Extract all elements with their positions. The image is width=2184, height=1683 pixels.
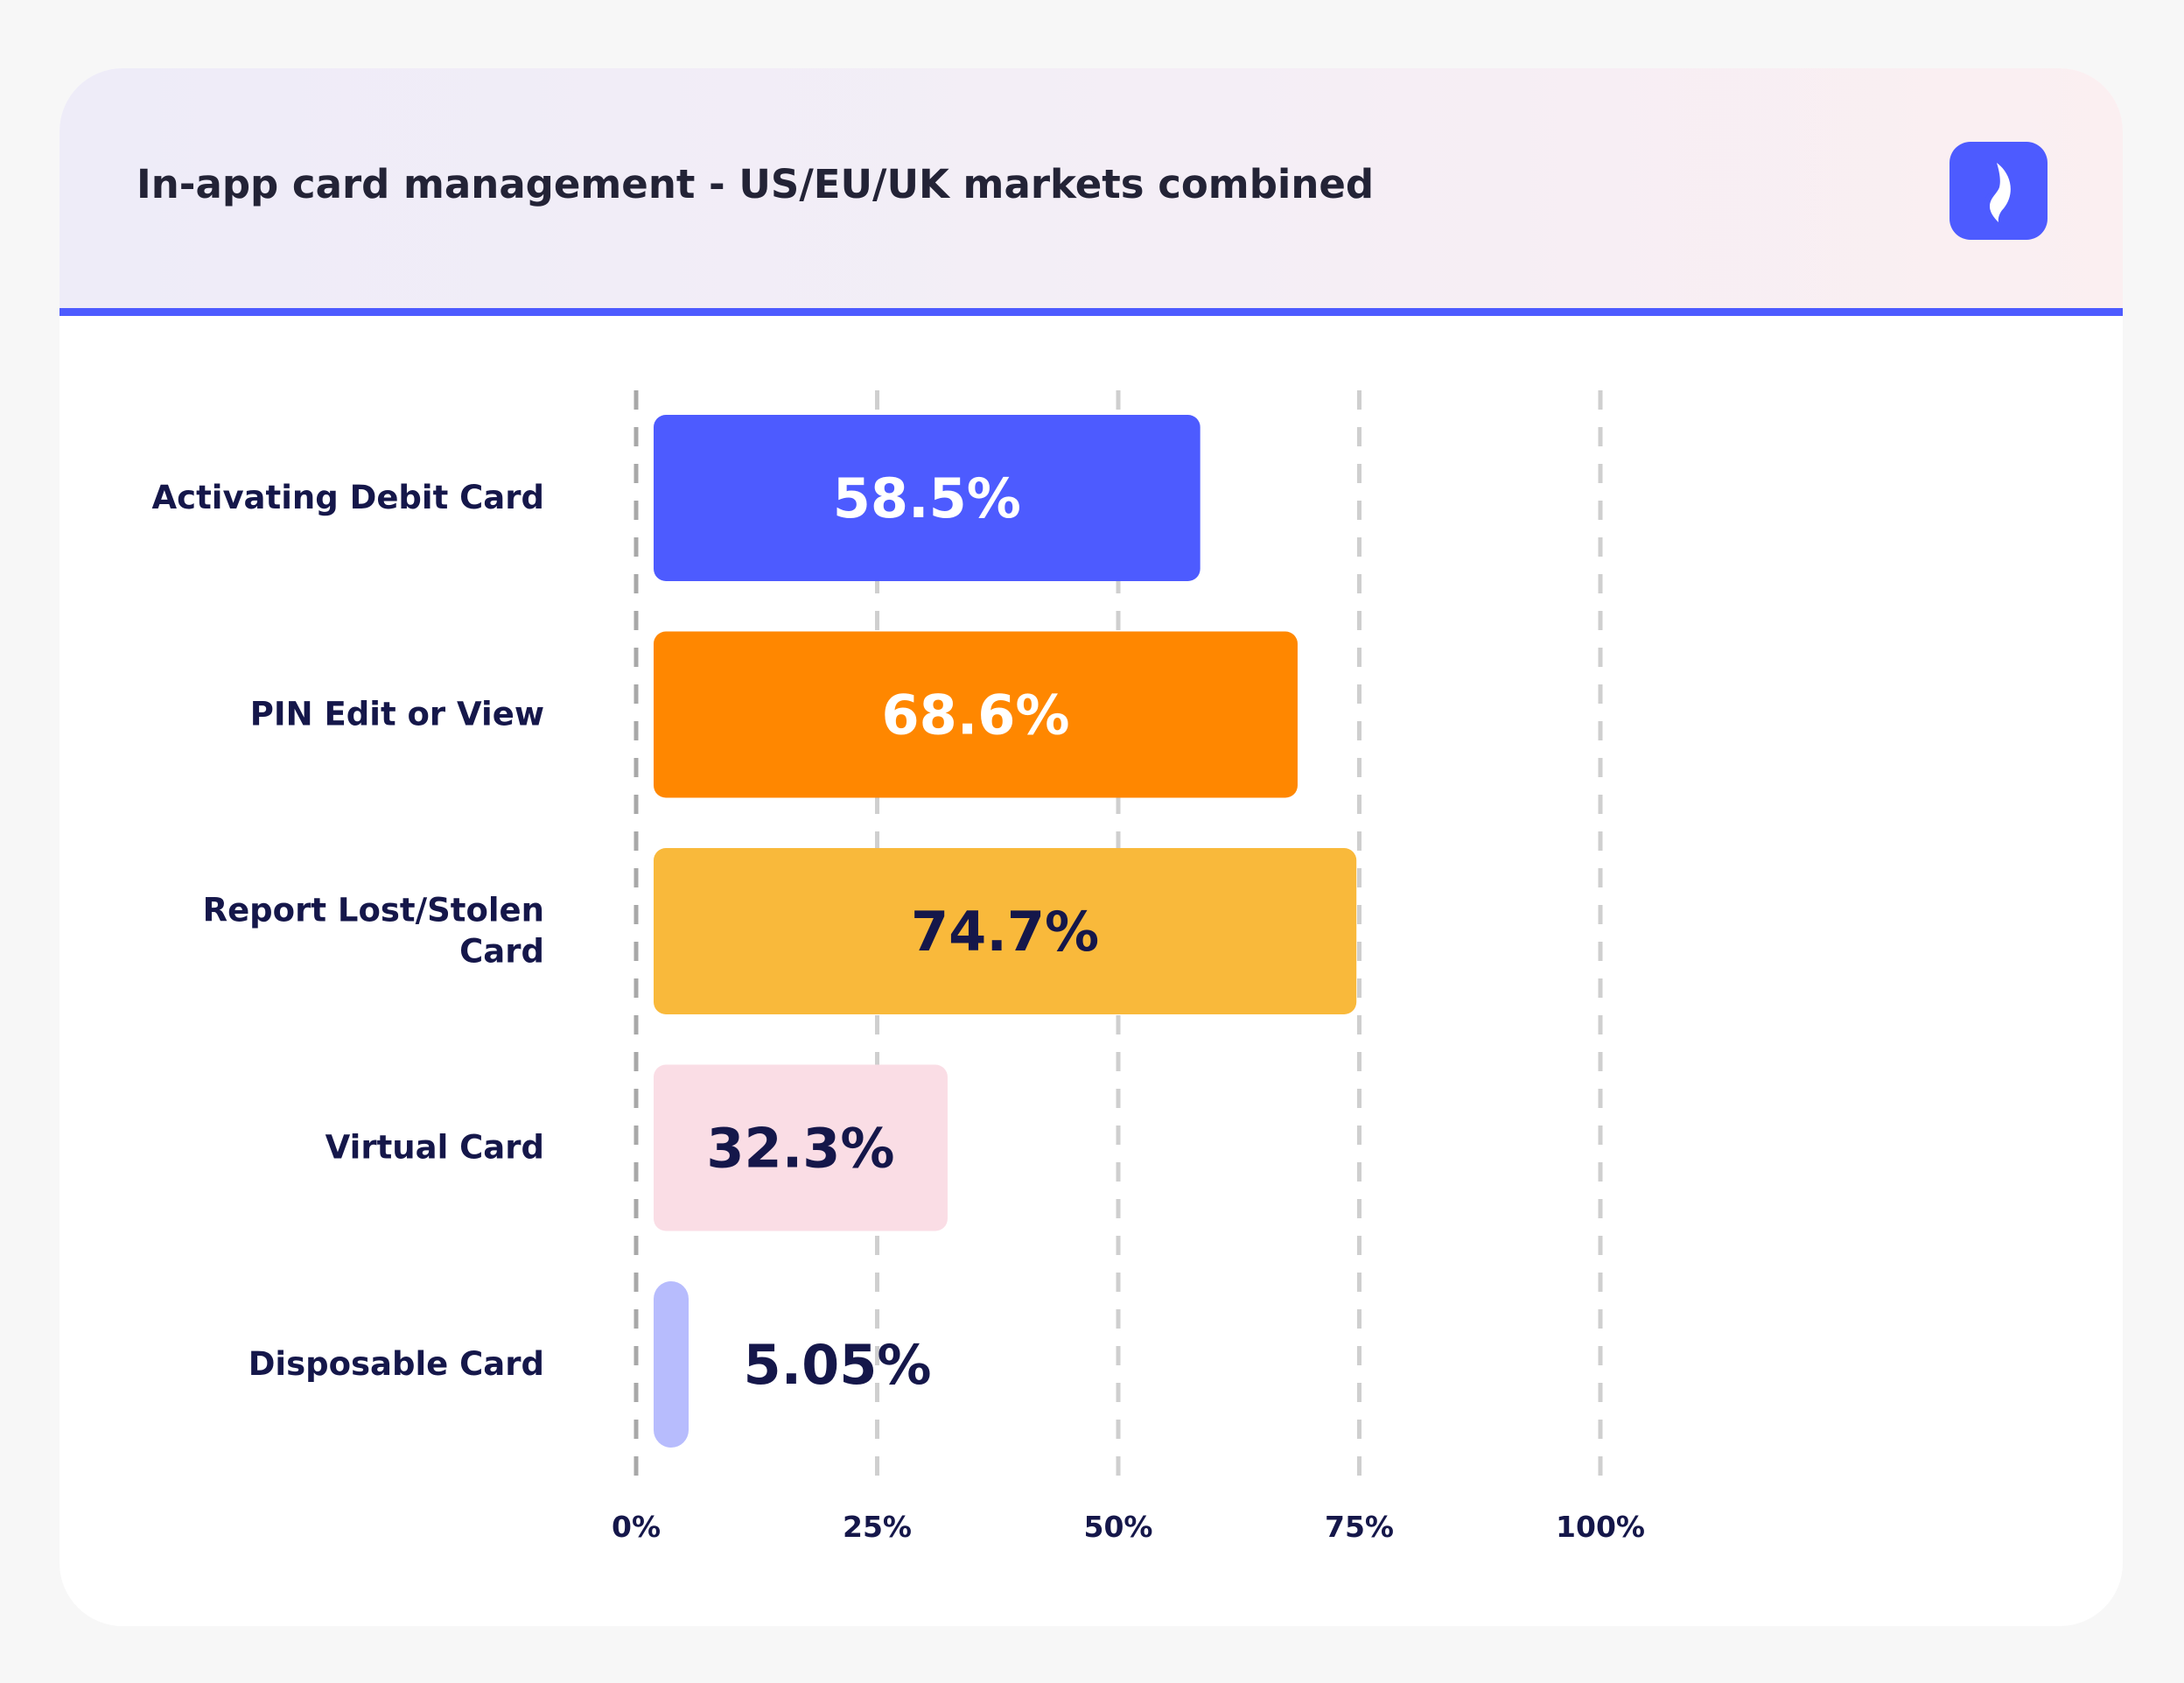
bar-2 bbox=[654, 848, 1357, 1014]
header-accent-line bbox=[60, 308, 2123, 316]
category-label-4: Disposable Card bbox=[248, 1345, 544, 1383]
x-tick-label: 75% bbox=[1325, 1510, 1394, 1544]
category-label-1: PIN Edit or View bbox=[250, 696, 544, 733]
value-label-4: 5.05% bbox=[743, 1333, 931, 1397]
value-label-3: 32.3% bbox=[706, 1117, 894, 1181]
leaf-logo-icon bbox=[1950, 142, 2048, 240]
category-label-3: Virtual Card bbox=[326, 1129, 544, 1167]
category-label-0: Activating Debit Card bbox=[152, 479, 545, 516]
value-label-1: 68.6% bbox=[881, 684, 1069, 747]
bar-1 bbox=[654, 631, 1298, 798]
bar-0 bbox=[654, 415, 1200, 581]
category-label-2: Card bbox=[459, 933, 544, 971]
value-label-2: 74.7% bbox=[911, 900, 1099, 964]
x-tick-label: 0% bbox=[612, 1510, 661, 1544]
chart-title: In-app card management - US/EU/UK market… bbox=[136, 161, 1375, 207]
x-tick-label: 50% bbox=[1084, 1510, 1153, 1544]
bar-4 bbox=[654, 1281, 689, 1448]
x-tick-label: 100% bbox=[1556, 1510, 1645, 1544]
card-header: In-app card management - US/EU/UK market… bbox=[60, 68, 2123, 308]
bar-3 bbox=[654, 1064, 948, 1231]
chart-card: In-app card management - US/EU/UK market… bbox=[60, 68, 2123, 1626]
category-label-2: Report Lost/Stolen bbox=[203, 892, 544, 929]
value-label-0: 58.5% bbox=[833, 466, 1021, 530]
x-tick-label: 25% bbox=[843, 1510, 912, 1544]
